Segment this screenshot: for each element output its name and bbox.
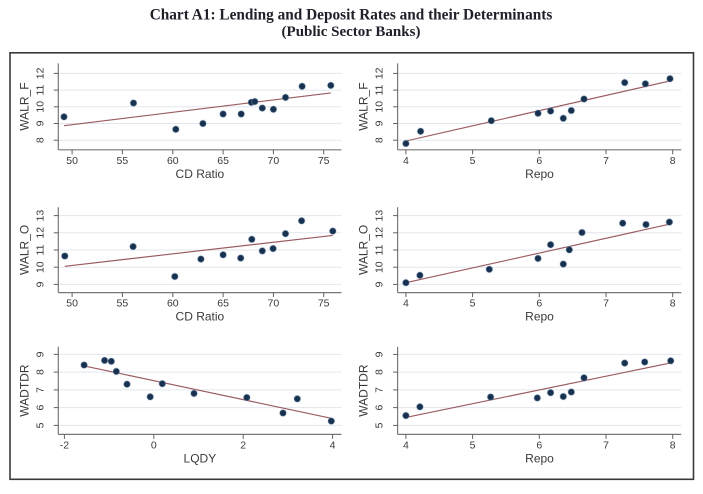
svg-text:10: 10 bbox=[374, 261, 386, 273]
svg-text:8: 8 bbox=[670, 439, 676, 451]
svg-text:6: 6 bbox=[536, 298, 542, 310]
svg-text:12: 12 bbox=[374, 227, 386, 239]
svg-text:4: 4 bbox=[403, 298, 409, 310]
svg-text:4: 4 bbox=[330, 439, 336, 451]
svg-text:WALR_F: WALR_F bbox=[357, 82, 371, 130]
svg-text:12: 12 bbox=[34, 227, 46, 239]
svg-text:WALR_O: WALR_O bbox=[17, 225, 31, 275]
svg-text:11: 11 bbox=[34, 84, 46, 95]
svg-text:8: 8 bbox=[374, 137, 386, 143]
svg-text:9: 9 bbox=[374, 120, 386, 126]
svg-text:0: 0 bbox=[151, 439, 157, 451]
svg-text:8: 8 bbox=[34, 137, 46, 143]
svg-text:WADTDR: WADTDR bbox=[357, 364, 371, 417]
svg-text:9: 9 bbox=[34, 281, 46, 287]
svg-text:10: 10 bbox=[374, 101, 386, 113]
svg-text:8: 8 bbox=[374, 369, 386, 375]
svg-text:60: 60 bbox=[167, 155, 179, 167]
svg-text:Chart A1: Lending and Deposit: Chart A1: Lending and Deposit Rates and … bbox=[150, 7, 553, 24]
svg-text:65: 65 bbox=[217, 298, 229, 310]
svg-text:13: 13 bbox=[34, 210, 46, 222]
svg-text:9: 9 bbox=[374, 351, 386, 357]
svg-text:6: 6 bbox=[34, 405, 46, 411]
svg-text:WALR_F: WALR_F bbox=[17, 82, 31, 130]
svg-text:-2: -2 bbox=[60, 439, 69, 451]
svg-text:5: 5 bbox=[470, 298, 476, 310]
svg-text:7: 7 bbox=[374, 387, 386, 393]
svg-text:CD Ratio: CD Ratio bbox=[176, 167, 225, 181]
svg-text:10: 10 bbox=[34, 101, 46, 113]
svg-text:4: 4 bbox=[403, 439, 409, 451]
svg-text:75: 75 bbox=[318, 155, 330, 167]
svg-text:13: 13 bbox=[374, 210, 386, 222]
svg-text:50: 50 bbox=[66, 155, 78, 167]
svg-text:75: 75 bbox=[318, 298, 330, 310]
svg-text:Repo: Repo bbox=[525, 451, 554, 465]
svg-text:(Public Sector Banks): (Public Sector Banks) bbox=[282, 24, 421, 40]
svg-text:7: 7 bbox=[603, 298, 609, 310]
svg-text:8: 8 bbox=[670, 155, 676, 167]
svg-text:9: 9 bbox=[34, 351, 46, 357]
svg-text:7: 7 bbox=[34, 387, 46, 393]
svg-text:WADTDR: WADTDR bbox=[17, 364, 31, 417]
svg-text:Repo: Repo bbox=[525, 310, 554, 324]
svg-text:70: 70 bbox=[268, 155, 280, 167]
svg-text:WALR_O: WALR_O bbox=[357, 225, 371, 275]
svg-text:12: 12 bbox=[34, 67, 46, 79]
svg-text:9: 9 bbox=[374, 281, 386, 287]
svg-text:10: 10 bbox=[34, 261, 46, 273]
svg-text:Repo: Repo bbox=[525, 167, 554, 181]
svg-text:8: 8 bbox=[670, 298, 676, 310]
svg-text:5: 5 bbox=[374, 422, 386, 428]
svg-text:50: 50 bbox=[66, 298, 78, 310]
svg-text:8: 8 bbox=[34, 369, 46, 375]
svg-text:CD Ratio: CD Ratio bbox=[176, 310, 225, 324]
svg-text:LQDY: LQDY bbox=[184, 451, 217, 465]
svg-text:6: 6 bbox=[374, 405, 386, 411]
svg-text:7: 7 bbox=[603, 439, 609, 451]
svg-text:60: 60 bbox=[167, 298, 179, 310]
svg-text:6: 6 bbox=[536, 155, 542, 167]
svg-text:11: 11 bbox=[34, 244, 46, 255]
svg-text:65: 65 bbox=[217, 155, 229, 167]
svg-text:70: 70 bbox=[268, 298, 280, 310]
svg-text:4: 4 bbox=[403, 155, 409, 167]
svg-text:6: 6 bbox=[536, 439, 542, 451]
svg-text:55: 55 bbox=[117, 155, 129, 167]
svg-text:11: 11 bbox=[374, 84, 386, 95]
svg-text:7: 7 bbox=[603, 155, 609, 167]
svg-text:2: 2 bbox=[240, 439, 246, 451]
svg-text:5: 5 bbox=[470, 439, 476, 451]
svg-text:11: 11 bbox=[374, 244, 386, 255]
svg-text:5: 5 bbox=[470, 155, 476, 167]
svg-text:55: 55 bbox=[117, 298, 129, 310]
svg-text:9: 9 bbox=[34, 120, 46, 126]
svg-text:5: 5 bbox=[34, 422, 46, 428]
svg-text:12: 12 bbox=[374, 67, 386, 79]
